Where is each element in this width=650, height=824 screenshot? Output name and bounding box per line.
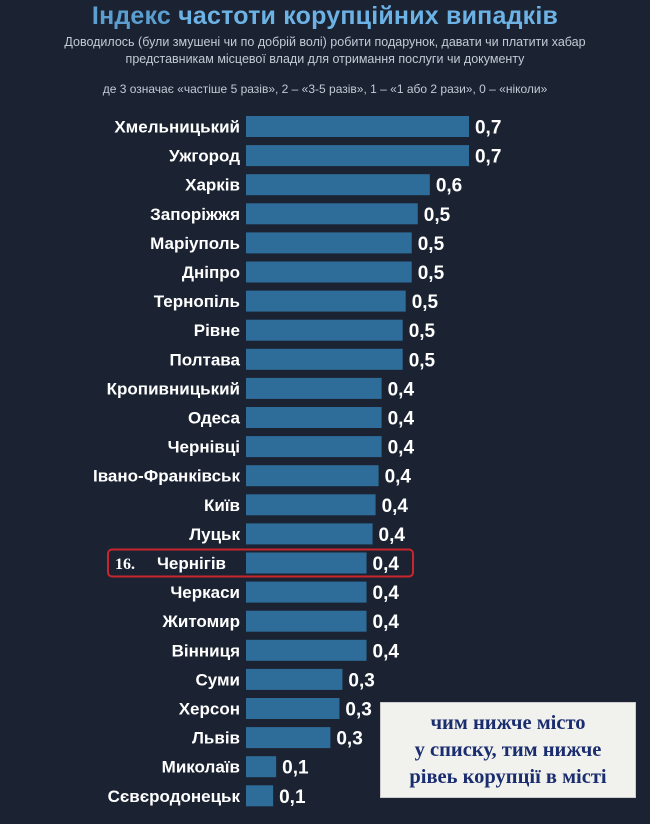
- category-label-14: Луцьк: [189, 525, 240, 544]
- bar-8: [246, 348, 403, 370]
- value-label-20: 0,3: [345, 700, 371, 721]
- note-line-3: рівеь корупції в місті: [409, 765, 607, 788]
- category-label-0: Хмельницький: [114, 118, 240, 137]
- category-label-3: Запоріжжя: [150, 205, 240, 224]
- category-label-19: Суми: [195, 670, 240, 689]
- value-label-16: 0,4: [373, 583, 400, 604]
- bar-23: [246, 785, 274, 807]
- bar-11: [246, 436, 382, 458]
- value-label-1: 0,7: [475, 147, 501, 168]
- category-label-15: Чернігів: [157, 554, 226, 573]
- bar-9: [246, 377, 382, 399]
- bar-2: [246, 174, 430, 196]
- category-label-21: Львів: [192, 729, 240, 748]
- bar-22: [246, 756, 277, 778]
- value-label-3: 0,5: [424, 205, 451, 226]
- category-label-4: Маріуполь: [150, 234, 240, 253]
- value-label-5: 0,5: [418, 263, 445, 284]
- category-label-13: Київ: [204, 496, 240, 515]
- bar-20: [246, 698, 340, 719]
- value-label-17: 0,4: [373, 612, 400, 633]
- category-label-22: Миколаїв: [162, 758, 240, 777]
- note-line-2: у списку, тим нижче: [414, 738, 602, 761]
- category-label-20: Херсон: [179, 700, 240, 719]
- note-line-1: чим нижче місто: [430, 711, 586, 734]
- value-label-9: 0,4: [388, 379, 415, 400]
- value-label-21: 0,3: [336, 729, 362, 750]
- value-label-4: 0,5: [418, 234, 445, 255]
- value-label-22: 0,1: [282, 758, 309, 779]
- value-label-14: 0,4: [379, 525, 406, 546]
- value-label-12: 0,4: [385, 467, 412, 488]
- category-label-16: Черкаси: [170, 583, 240, 602]
- value-label-19: 0,3: [348, 670, 374, 691]
- bar-13: [246, 494, 376, 516]
- bar-16: [246, 581, 367, 603]
- value-label-23: 0,1: [279, 787, 306, 808]
- bar-6: [246, 290, 406, 312]
- chart-subtitle-line-2: представникам місцевої влади для отриман…: [125, 52, 525, 66]
- bar-5: [246, 261, 412, 283]
- highlight-rank: 16.: [115, 556, 135, 573]
- bar-18: [246, 639, 367, 661]
- category-label-6: Тернопіль: [154, 292, 240, 311]
- bar-14: [246, 523, 373, 545]
- bar-21: [246, 727, 331, 749]
- value-label-8: 0,5: [409, 350, 436, 371]
- category-label-23: Сєвєродонецьк: [108, 787, 241, 806]
- category-label-5: Дніпро: [182, 263, 240, 282]
- value-label-13: 0,4: [382, 496, 409, 517]
- value-label-10: 0,4: [388, 409, 415, 430]
- category-label-8: Полтава: [170, 350, 241, 369]
- value-label-6: 0,5: [412, 292, 439, 313]
- category-label-17: Житомир: [162, 612, 241, 631]
- category-label-9: Кропивницький: [107, 379, 240, 398]
- chart-title: Індекс частоти корупційних випадків: [0, 2, 650, 31]
- bar-1: [246, 145, 469, 167]
- note-box: чим нижче місто у списку, тим нижче ріве…: [380, 702, 636, 798]
- value-label-18: 0,4: [373, 641, 400, 662]
- bar-10: [246, 407, 382, 428]
- title-main: Індекс: [91, 2, 172, 30]
- bar-19: [246, 668, 343, 690]
- bar-12: [246, 465, 379, 487]
- value-label-2: 0,6: [436, 176, 462, 197]
- chart-subtitle-line-1: Доводилось (були змушені чи по добрій во…: [64, 35, 586, 49]
- bar-17: [246, 610, 367, 632]
- category-label-1: Ужгород: [169, 147, 240, 166]
- bar-3: [246, 203, 418, 225]
- value-label-7: 0,5: [409, 321, 436, 342]
- scale-note: де 3 означає «частіше 5 разів», 2 – «3-5…: [102, 82, 548, 96]
- value-label-0: 0,7: [475, 118, 501, 139]
- bar-15: [246, 552, 367, 574]
- category-label-12: Івано-Франківськ: [93, 467, 240, 486]
- category-label-7: Рівне: [194, 321, 240, 340]
- value-label-15: 0,4: [373, 554, 400, 575]
- value-label-11: 0,4: [388, 438, 415, 459]
- bar-7: [246, 319, 403, 341]
- category-label-11: Чернівці: [168, 438, 240, 457]
- category-label-18: Вінниця: [172, 641, 240, 660]
- category-label-2: Харків: [185, 176, 240, 195]
- bar-4: [246, 232, 412, 254]
- category-label-10: Одеса: [188, 409, 240, 428]
- highlight-box: [107, 548, 414, 578]
- title-accent: частоти корупційних випадків: [178, 2, 559, 30]
- bar-0: [246, 116, 469, 137]
